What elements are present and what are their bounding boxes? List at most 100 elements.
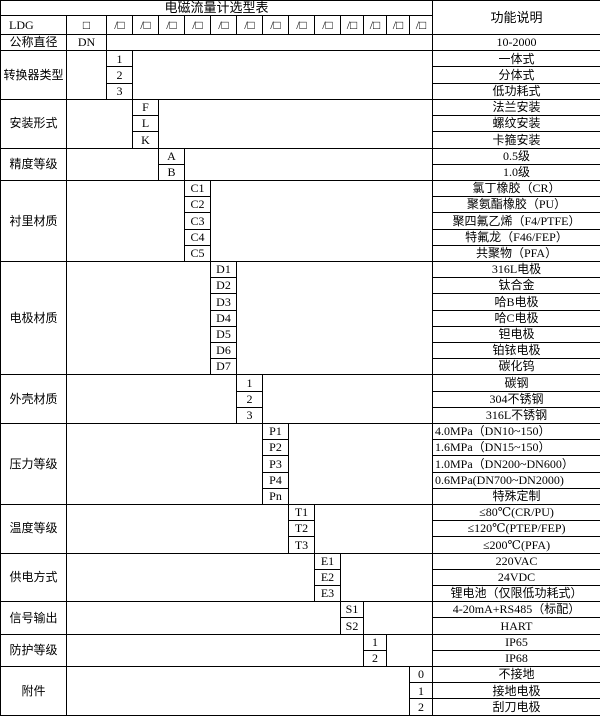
description-cell: 24VDC bbox=[432, 568, 600, 586]
category-label: 防护等级 bbox=[0, 633, 67, 668]
code-cell: E1 bbox=[314, 552, 341, 570]
spacer-cell bbox=[66, 98, 133, 149]
code-cell: E3 bbox=[314, 584, 341, 603]
description-cell: 聚四氟乙烯（F4/PTFE） bbox=[432, 212, 600, 230]
code-cell: B bbox=[158, 163, 185, 181]
code-placeholder-slash-box: /□ bbox=[132, 14, 159, 36]
category-label: 精度等级 bbox=[0, 147, 67, 181]
spacer-cell bbox=[183, 147, 434, 181]
code-cell: D4 bbox=[210, 309, 237, 327]
category-label: 公称直径 bbox=[0, 34, 67, 52]
description-cell: 1.6MPa（DN15~150） bbox=[432, 439, 600, 457]
code-cell: D7 bbox=[210, 358, 237, 376]
description-cell: HART bbox=[432, 617, 600, 635]
description-cell: 220VAC bbox=[432, 552, 600, 570]
description-cell: 低功耗式 bbox=[432, 82, 600, 100]
description-cell: ≤200℃(PFA) bbox=[432, 536, 600, 554]
category-label: 温度等级 bbox=[0, 503, 67, 554]
code-cell: P1 bbox=[262, 422, 289, 441]
description-cell: 哈C电极 bbox=[432, 309, 600, 327]
code-cell: Pn bbox=[262, 487, 289, 505]
code-cell: 3 bbox=[236, 406, 263, 424]
category-label: 供电方式 bbox=[0, 552, 67, 603]
description-cell: 10-2000 bbox=[432, 34, 600, 52]
category-label: 电极材质 bbox=[0, 260, 67, 376]
code-placeholder-slash-box: /□ bbox=[314, 14, 341, 36]
description-cell: 钛合金 bbox=[432, 277, 600, 295]
category-label: 压力等级 bbox=[0, 422, 67, 505]
description-cell: 316L电极 bbox=[432, 260, 600, 279]
description-cell: 钽电极 bbox=[432, 325, 600, 343]
category-label: 附件 bbox=[0, 666, 67, 716]
code-cell: S1 bbox=[340, 601, 364, 619]
spacer-cell bbox=[66, 147, 159, 181]
spacer-cell bbox=[105, 34, 434, 52]
code-cell: S2 bbox=[340, 617, 364, 635]
code-placeholder-slash-box: /□ bbox=[262, 14, 289, 36]
code-cell: 2 bbox=[363, 649, 387, 668]
spacer-cell bbox=[66, 50, 107, 100]
description-cell: 特氟龙（F46/FEP） bbox=[432, 228, 600, 246]
description-cell: 一体式 bbox=[432, 50, 600, 68]
description-cell: 1.0MPa（DN200~DN600） bbox=[432, 455, 600, 473]
description-cell: 碳化钨 bbox=[432, 358, 600, 376]
description-cell: 0.6MPa(DN700~DN2000) bbox=[432, 471, 600, 489]
description-cell: 特殊定制 bbox=[432, 487, 600, 505]
function-description-header: 功能说明 bbox=[432, 0, 600, 36]
code-cell: D1 bbox=[210, 260, 237, 279]
code-cell: 1 bbox=[106, 50, 133, 68]
code-cell: D2 bbox=[210, 277, 237, 295]
spacer-cell bbox=[66, 601, 341, 635]
spacer-cell bbox=[66, 503, 289, 554]
description-cell: 法兰安装 bbox=[432, 98, 600, 117]
spacer-cell bbox=[66, 374, 237, 424]
code-cell: 1 bbox=[363, 633, 387, 651]
code-cell: P4 bbox=[262, 471, 289, 489]
description-cell: 接地电极 bbox=[432, 682, 600, 700]
code-cell: T3 bbox=[288, 536, 315, 554]
code-cell: L bbox=[132, 115, 159, 133]
spacer-cell bbox=[209, 179, 434, 262]
description-cell: 铂铱电极 bbox=[432, 341, 600, 360]
code-cell: 0 bbox=[408, 665, 434, 684]
code-placeholder-slash-box: /□ bbox=[386, 14, 410, 36]
code-placeholder-slash-box: /□ bbox=[340, 14, 364, 36]
description-cell: 304不锈钢 bbox=[432, 390, 600, 408]
description-cell: 4-20mA+RS485（标配） bbox=[432, 601, 600, 619]
code-cell: D6 bbox=[210, 341, 237, 360]
spacer-cell bbox=[339, 552, 434, 603]
description-cell: 1.0级 bbox=[432, 163, 600, 181]
code-cell: P3 bbox=[262, 455, 289, 473]
category-label: 外壳材质 bbox=[0, 374, 67, 424]
code-cell: C4 bbox=[184, 228, 211, 246]
code-cell: K bbox=[132, 131, 159, 149]
code-placeholder-slash-box: /□ bbox=[184, 14, 211, 36]
code-cell: C3 bbox=[184, 212, 211, 230]
spacer-cell bbox=[66, 422, 263, 505]
category-label: 安装形式 bbox=[0, 98, 67, 149]
description-cell: 碳钢 bbox=[432, 374, 600, 392]
description-cell: 316L不锈钢 bbox=[432, 406, 600, 424]
code-cell: DN bbox=[66, 34, 107, 52]
spacer-cell bbox=[362, 601, 434, 635]
code-cell: A bbox=[158, 147, 185, 165]
model-prefix-cell: LDG bbox=[0, 14, 67, 36]
spacer-cell bbox=[66, 260, 211, 376]
code-cell: D3 bbox=[210, 293, 237, 311]
description-cell: 螺纹安装 bbox=[432, 115, 600, 133]
page-title: 电磁流量计选型表 bbox=[0, 0, 434, 16]
code-cell: 2 bbox=[408, 698, 434, 716]
code-cell: C1 bbox=[184, 179, 211, 198]
code-cell: D5 bbox=[210, 325, 237, 343]
code-cell: 2 bbox=[106, 66, 133, 84]
code-placeholder-slash-box: /□ bbox=[106, 14, 133, 36]
category-label: 转换器类型 bbox=[0, 50, 67, 100]
spacer-cell bbox=[157, 98, 434, 149]
code-cell: 1 bbox=[236, 374, 263, 392]
code-cell: C5 bbox=[184, 244, 211, 262]
description-cell: 4.0MPa（DN10~150） bbox=[432, 422, 600, 441]
spacer-cell bbox=[287, 422, 434, 505]
code-cell: C2 bbox=[184, 196, 211, 214]
code-cell: 2 bbox=[236, 390, 263, 408]
